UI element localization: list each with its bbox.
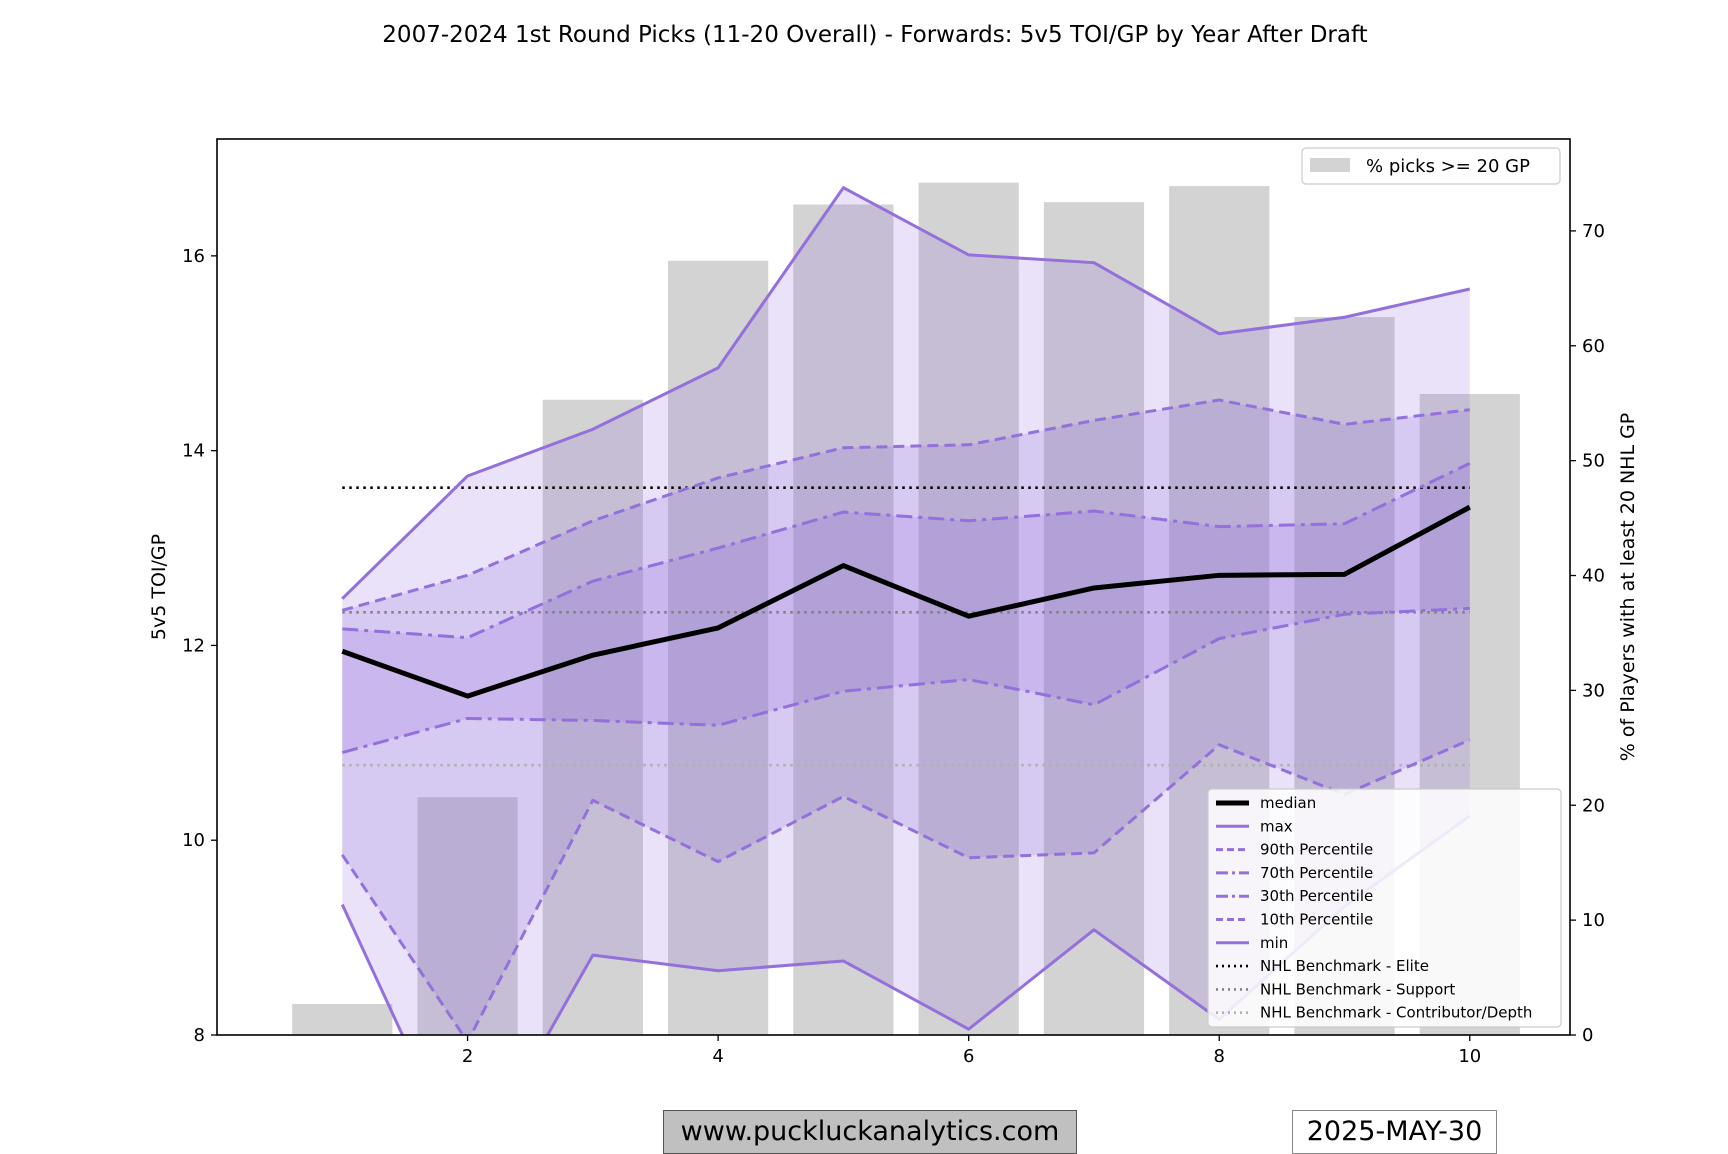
y-tick-label-2: 12 [182, 635, 205, 656]
y-tick-label-4: 16 [182, 246, 205, 267]
legend-bars-frame [1301, 147, 1561, 185]
series-line-1 [341, 186, 1471, 600]
x-tick-label-0: 2 [462, 1046, 473, 1067]
legend-label-8: NHL Benchmark - Support [1260, 980, 1455, 998]
y2-tick-label-7: 70 [1582, 221, 1605, 242]
bar-year-4 [668, 260, 769, 1035]
y-tick-label-0: 8 [194, 1025, 205, 1046]
y2-tick-label-4: 40 [1582, 566, 1605, 587]
axes-layer: 2 4 6 8 10 8 10 12 14 16 0 10 20 30 40 50 60 70 [182, 221, 1605, 1067]
y2-tick-label-1: 10 [1582, 910, 1605, 931]
y2-axis-label: % of Players with at least 20 NHL GP [1617, 413, 1639, 762]
legend-label-0: median [1260, 794, 1316, 812]
legend-label-2: 90th Percentile [1260, 841, 1373, 859]
x-tick-label-3: 8 [1213, 1046, 1224, 1067]
legend-bars: % picks >= 20 GP [1301, 147, 1561, 185]
chart-title: 2007-2024 1st Round Picks (11-20 Overall… [382, 22, 1367, 48]
website-label: www.puckluckanalytics.com [663, 1110, 1077, 1154]
y-axis-label: 5v5 TOI/GP [148, 534, 170, 640]
legend-lines-frame [1207, 788, 1562, 1028]
y2-tick-label-2: 20 [1582, 795, 1605, 816]
y-tick-label-1: 10 [182, 830, 205, 851]
x-tick-label-1: 4 [712, 1046, 723, 1067]
bands-layer [342, 187, 1470, 1035]
y2-tick-label-5: 50 [1582, 451, 1605, 472]
x-tick-label-4: 10 [1458, 1046, 1481, 1067]
y2-tick-label-6: 60 [1582, 336, 1605, 357]
bar-year-5 [793, 204, 894, 1035]
series-line-5 [341, 738, 1471, 1035]
legend-label-3: 70th Percentile [1260, 864, 1373, 882]
band-10-90 [342, 400, 1470, 1035]
benchmarks-layer [342, 486, 1470, 767]
legend-lines: median max 90th Percentile 70th Percentile 3… [1207, 788, 1562, 1028]
y2-tick-label-3: 30 [1582, 680, 1605, 701]
legend-label-1: max [1260, 817, 1293, 835]
y2-tick-label-0: 0 [1582, 1025, 1593, 1046]
date-label: 2025-MAY-30 [1292, 1110, 1497, 1154]
bar-year-2 [417, 797, 518, 1035]
band-30-70 [342, 463, 1470, 753]
series-line-4 [341, 606, 1470, 755]
legend-label-6: min [1260, 934, 1288, 952]
x-tick-label-2: 6 [963, 1046, 974, 1067]
bar-year-1 [292, 1003, 393, 1035]
series-line-3 [342, 461, 1471, 640]
plot-frame [216, 138, 1571, 1036]
band-min-max [342, 187, 1470, 1035]
series-line-2 [341, 398, 1470, 612]
legend-bars-swatch [1310, 158, 1350, 172]
legend-label-5: 10th Percentile [1260, 911, 1373, 929]
bar-year-3 [542, 399, 643, 1035]
legend-bars-label: % picks >= 20 GP [1366, 156, 1530, 177]
y-tick-label-3: 14 [182, 441, 205, 462]
legend-label-4: 30th Percentile [1260, 887, 1373, 905]
series-line-0 [341, 504, 1471, 699]
legend-label-9: NHL Benchmark - Contributor/Depth [1260, 1004, 1532, 1022]
bar-year-7 [1043, 202, 1145, 1035]
legend-label-7: NHL Benchmark - Elite [1260, 957, 1429, 975]
